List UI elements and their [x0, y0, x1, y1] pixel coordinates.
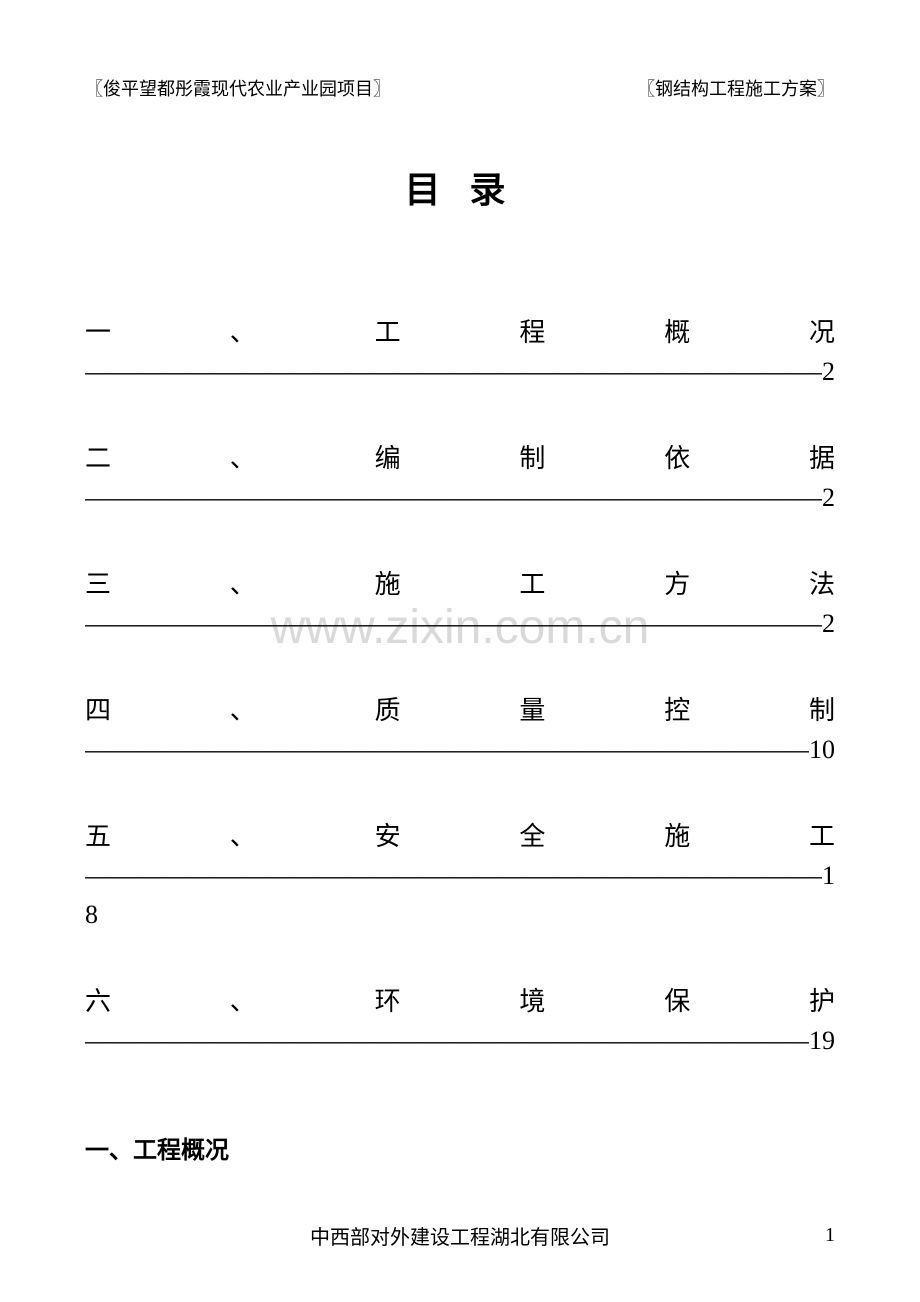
- toc-sep: 、: [230, 565, 256, 604]
- toc-wrap-line: 8: [85, 895, 835, 934]
- toc-page: 2: [822, 604, 835, 643]
- toc-char: 施: [375, 565, 401, 604]
- toc-num: 一: [85, 313, 111, 352]
- toc-char: 保: [664, 982, 690, 1021]
- toc-sep: 、: [230, 817, 256, 856]
- toc-char: 环: [375, 982, 401, 1021]
- footer-company-name: 中西部对外建设工程湖北有限公司: [310, 1221, 610, 1250]
- toc-char: 护: [809, 982, 835, 1021]
- toc-char: 况: [809, 313, 835, 352]
- toc-page: 2: [822, 352, 835, 391]
- toc-dashes: ————————————————————————————————————————: [85, 856, 822, 895]
- toc-char: 施: [664, 817, 690, 856]
- page-footer: 中西部对外建设工程湖北有限公司 1: [85, 1224, 835, 1247]
- toc-char: 工: [809, 817, 835, 856]
- toc-sep: 、: [230, 313, 256, 352]
- page-header: 〖俊平望都彤霞现代农业产业园项目〗 〖钢结构工程施工方案〗: [85, 75, 835, 101]
- toc-char: 法: [809, 565, 835, 604]
- header-right-doc-type: 〖钢结构工程施工方案〗: [637, 75, 835, 101]
- toc-page: 19: [809, 1021, 835, 1060]
- toc-char: 工: [519, 565, 545, 604]
- toc-char: 境: [519, 982, 545, 1021]
- toc-char: 编: [375, 439, 401, 478]
- toc-num: 三: [85, 565, 111, 604]
- toc-char: 程: [519, 313, 545, 352]
- toc-page: 10: [809, 730, 835, 769]
- toc-item-5: 五 、 安 全 施 工 ————————————————————————————…: [85, 817, 835, 934]
- toc-sep: 、: [230, 439, 256, 478]
- toc-dashes: ————————————————————————————————————————: [85, 478, 822, 517]
- toc-num: 六: [85, 982, 111, 1021]
- toc-char: 全: [519, 817, 545, 856]
- toc-item-2: 二 、 编 制 依 据 ————————————————————————————…: [85, 439, 835, 517]
- toc-char: 方: [664, 565, 690, 604]
- toc-char: 据: [809, 439, 835, 478]
- toc-char: 质: [375, 691, 401, 730]
- toc-char: 概: [664, 313, 690, 352]
- toc-item-1: 一 、 工 程 概 况 ————————————————————————————…: [85, 313, 835, 391]
- toc-dashes: ———————————————————————————————————————: [85, 1021, 809, 1060]
- toc-char: 依: [664, 439, 690, 478]
- section-heading-1: 一、工程概况: [85, 1130, 835, 1165]
- toc-dashes: ————————————————————————————————————————: [85, 604, 822, 643]
- toc-dashes: —————————————————————————————————————: [85, 352, 822, 391]
- toc-page: 2: [822, 478, 835, 517]
- toc-item-3: 三 、 施 工 方 法 ————————————————————————————…: [85, 565, 835, 643]
- toc-sep: 、: [230, 982, 256, 1021]
- toc-char: 制: [809, 691, 835, 730]
- toc-char: 量: [519, 691, 545, 730]
- footer-page-number: 1: [825, 1224, 835, 1247]
- toc-num: 四: [85, 691, 111, 730]
- toc-dashes: ———————————————————————————————————————: [85, 730, 809, 769]
- toc-num: 五: [85, 817, 111, 856]
- toc-page: 1: [822, 856, 835, 895]
- toc-item-4: 四 、 质 量 控 制 ————————————————————————————…: [85, 691, 835, 769]
- toc-char: 工: [375, 313, 401, 352]
- toc-item-6: 六 、 环 境 保 护 ————————————————————————————…: [85, 982, 835, 1060]
- page-title: 目 录: [85, 161, 835, 213]
- toc-char: 安: [375, 817, 401, 856]
- toc-sep: 、: [230, 691, 256, 730]
- toc-char: 制: [519, 439, 545, 478]
- toc-num: 二: [85, 439, 111, 478]
- header-left-project: 〖俊平望都彤霞现代农业产业园项目〗: [85, 75, 391, 101]
- table-of-contents: 一 、 工 程 概 况 ————————————————————————————…: [85, 313, 835, 1060]
- toc-char: 控: [664, 691, 690, 730]
